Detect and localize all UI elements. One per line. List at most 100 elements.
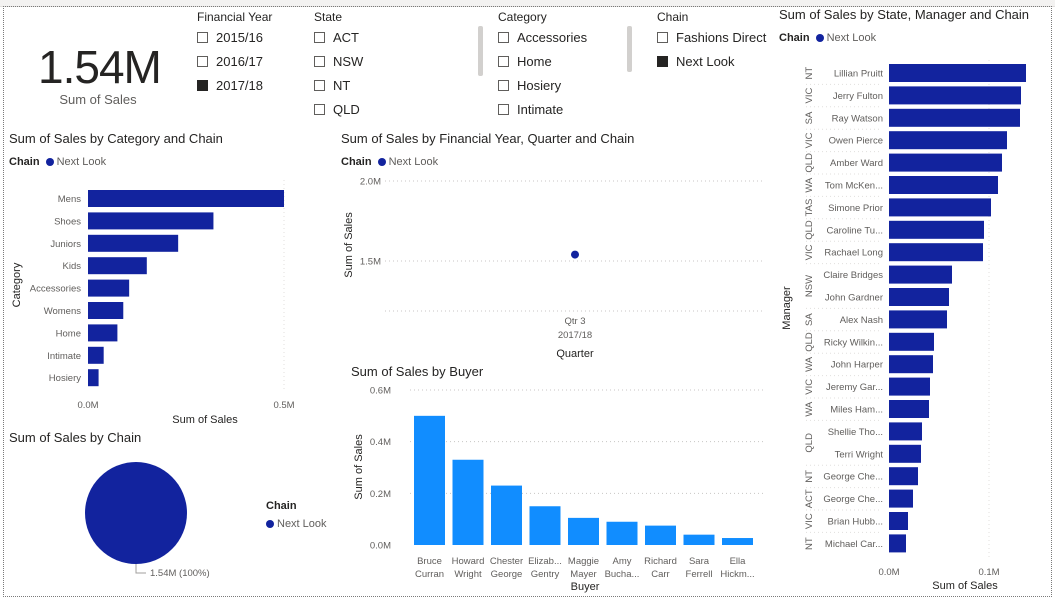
state-tick-label: QLD <box>804 153 815 173</box>
chart-title-chain: Sum of Sales by Chain <box>9 430 142 445</box>
checkbox-icon[interactable] <box>498 56 509 67</box>
y-tick-label: 1.5M <box>360 257 381 268</box>
bar <box>606 521 638 545</box>
x-tick-label: Carr <box>651 569 669 580</box>
checkbox-icon[interactable] <box>197 32 208 43</box>
checkbox-icon[interactable] <box>498 104 509 115</box>
bar <box>889 131 1007 150</box>
bar <box>889 377 930 396</box>
bar <box>88 302 124 319</box>
x-tick-label: Sara <box>689 556 710 567</box>
manager-tick-label: John Gardner <box>825 293 883 304</box>
slicer-item-label: Home <box>517 54 552 69</box>
slicer-category-scrollbar[interactable] <box>627 26 632 72</box>
pie-data-label: 1.54M (100%) <box>150 568 210 579</box>
legend-category: Chain Next Look <box>9 156 106 168</box>
bar <box>683 534 715 545</box>
manager-tick-label: Jeremy Gar... <box>826 382 883 393</box>
y-tick-label: 0.6M <box>370 386 391 397</box>
pie-slice <box>85 462 187 564</box>
bar <box>88 257 147 275</box>
slicer-state-scrollbar[interactable] <box>478 26 483 76</box>
slicer-item-category[interactable]: Intimate <box>498 102 563 117</box>
chart-title-buyer: Sum of Sales by Buyer <box>351 364 484 379</box>
chart-chain-pie: 1.54M (100%) <box>85 462 210 579</box>
state-tick-label: QLD <box>804 220 815 240</box>
slicer-item-label: Next Look <box>676 54 735 69</box>
category-tick-label: Accessories <box>30 284 81 295</box>
bar <box>889 176 998 194</box>
bar <box>889 467 918 486</box>
category-tick-label: Shoes <box>54 216 81 227</box>
slicer-item-chain[interactable]: Fashions Direct <box>657 30 766 45</box>
checkbox-icon[interactable] <box>498 32 509 43</box>
slicer-item-state[interactable]: NT <box>314 78 350 93</box>
y-tick-label: 0.0M <box>370 541 391 552</box>
bar <box>889 400 929 418</box>
slicer-item-state[interactable]: QLD <box>314 102 360 117</box>
y-axis-label: Category <box>11 262 23 307</box>
slicer-item-category[interactable]: Accessories <box>498 30 587 45</box>
chart-title-category: Sum of Sales by Category and Chain <box>9 131 223 146</box>
chart-year-quarter: 2.0M 1.5M Qtr 3 2017/18 Quarter Sum of Sales <box>343 177 765 360</box>
bar <box>88 234 179 252</box>
slicer-item-chain[interactable]: Next Look <box>657 54 735 69</box>
category-tick-label: Hosiery <box>49 373 81 384</box>
x-axis-label: Buyer <box>571 581 600 593</box>
bar <box>889 265 952 284</box>
manager-tick-label: Terri Wright <box>835 449 884 460</box>
slicer-item-label: Hosiery <box>517 78 562 93</box>
x-tick-label: George <box>491 569 523 580</box>
slicer-item-financial_year[interactable]: 2017/18 <box>197 78 263 93</box>
checkbox-icon[interactable] <box>498 80 509 91</box>
checkbox-checked-icon[interactable] <box>657 56 668 67</box>
x-axis-label: Sum of Sales <box>932 580 998 592</box>
legend-dot-icon <box>815 34 824 42</box>
checkbox-icon[interactable] <box>314 32 325 43</box>
checkbox-icon[interactable] <box>314 104 325 115</box>
bar <box>889 153 1002 172</box>
checkbox-icon[interactable] <box>657 32 668 43</box>
bar <box>88 279 130 297</box>
state-tick-label: NT <box>804 67 815 80</box>
bar <box>889 288 949 306</box>
x-tick-label: Chester <box>490 556 523 567</box>
y-tick-label: 0.4M <box>370 437 391 448</box>
state-tick-label: VIC <box>804 513 815 529</box>
slicer-item-category[interactable]: Hosiery <box>498 78 561 93</box>
slicer-item-state[interactable]: NSW <box>314 54 363 69</box>
legend-item: Next Look <box>56 156 107 168</box>
checkbox-checked-icon[interactable] <box>197 80 208 91</box>
checkbox-icon[interactable] <box>197 56 208 67</box>
manager-tick-label: Michael Car... <box>825 539 883 550</box>
legend-state-manager: Chain Next Look <box>779 32 876 44</box>
state-tick-label: VIC <box>804 88 815 104</box>
x-tick-label: 0.0M <box>878 567 899 578</box>
category-tick-label: Juniors <box>50 239 81 250</box>
legend-item: Next Look <box>388 156 439 168</box>
checkbox-icon[interactable] <box>314 80 325 91</box>
state-tick-label: VIC <box>804 132 815 148</box>
slicer-item-category[interactable]: Home <box>498 54 552 69</box>
bar <box>889 512 908 530</box>
category-tick-label: Womens <box>44 306 82 317</box>
checkbox-icon[interactable] <box>314 56 325 67</box>
state-tick-label: QLD <box>804 332 815 352</box>
slicer-item-financial_year[interactable]: 2016/17 <box>197 54 263 69</box>
legend-title: Chain <box>9 156 40 168</box>
category-tick-label: Kids <box>63 261 82 272</box>
slicer-item-financial_year[interactable]: 2015/16 <box>197 30 263 45</box>
x-tick-label: Richard <box>644 556 677 567</box>
state-tick-label: VIC <box>804 244 815 260</box>
legend-item: Next Look <box>826 32 877 44</box>
state-tick-label: SA <box>804 313 815 326</box>
state-tick-label: ACT <box>804 489 815 508</box>
bar <box>889 310 947 329</box>
x-tick-label: 0.1M <box>978 567 999 578</box>
slicer-item-label: QLD <box>333 102 360 117</box>
bar <box>414 415 445 545</box>
slicer-item-state[interactable]: ACT <box>314 30 359 45</box>
bar <box>889 108 1020 127</box>
manager-tick-label: Shellie Tho... <box>828 427 883 438</box>
x-axis-label: Sum of Sales <box>172 414 238 426</box>
